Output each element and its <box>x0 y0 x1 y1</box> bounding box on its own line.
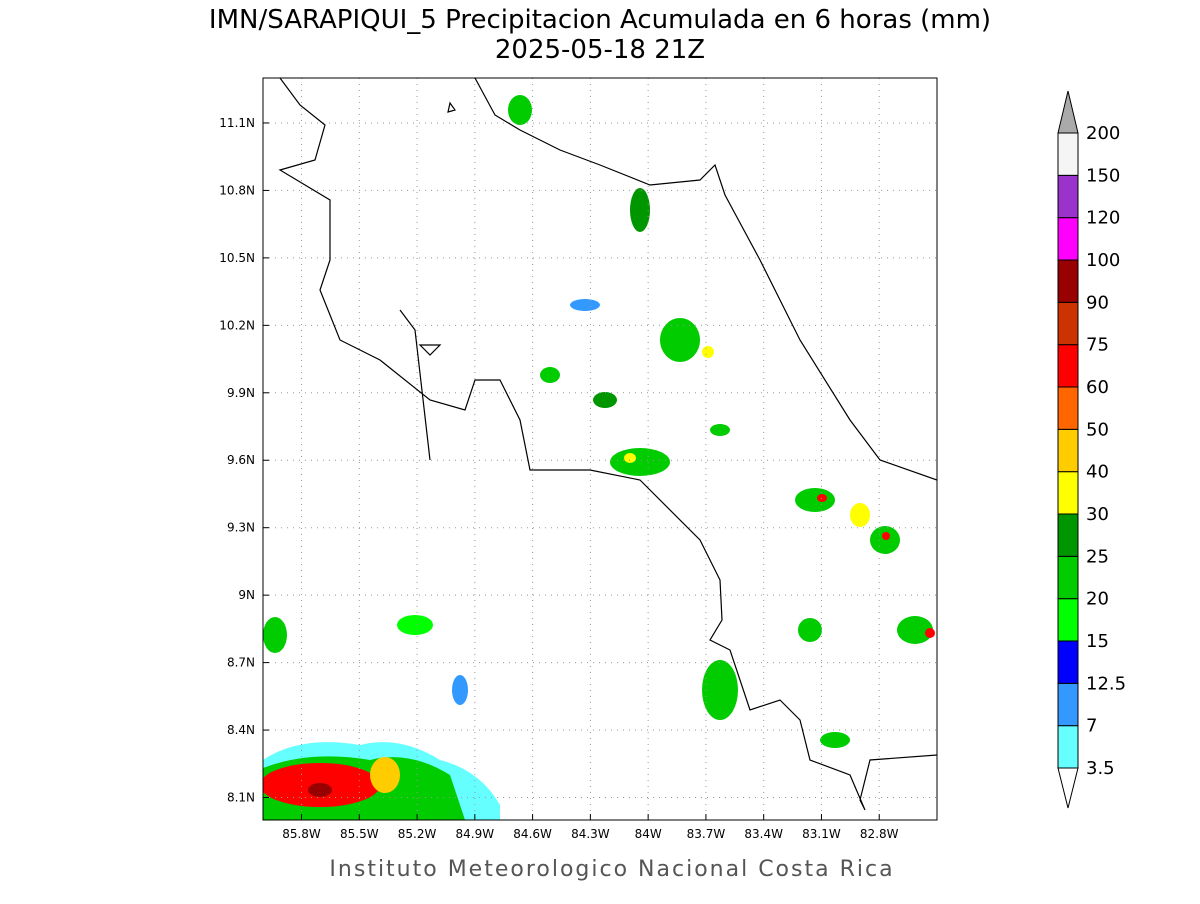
colorbar-swatch <box>1057 682 1079 727</box>
colorbar-swatch <box>1057 301 1079 346</box>
y-tick-label: 10.8N <box>219 183 255 197</box>
colorbar-label: 15 <box>1086 631 1109 652</box>
colorbar-under <box>1057 767 1079 809</box>
colorbar-label: 200 <box>1086 123 1120 144</box>
colorbar-label: 25 <box>1086 546 1109 567</box>
x-tick-label: 84.3W <box>571 827 610 841</box>
x-tick-label: 85.5W <box>340 827 379 841</box>
colorbar-swatch <box>1057 428 1079 473</box>
map-frame <box>262 77 938 821</box>
colorbar-label: 40 <box>1086 462 1109 483</box>
colorbar-label: 120 <box>1086 208 1120 229</box>
y-tick-label: 11.1N <box>219 116 255 130</box>
colorbar-label: 20 <box>1086 589 1109 610</box>
x-tick-label: 83.7W <box>687 827 726 841</box>
x-tick-label: 84.6W <box>513 827 552 841</box>
x-tick-label: 82.8W <box>860 827 899 841</box>
x-tick-label: 83.1W <box>802 827 841 841</box>
colorbar-swatch <box>1057 555 1079 600</box>
colorbar-label: 30 <box>1086 504 1109 525</box>
colorbar-swatch <box>1057 386 1079 430</box>
colorbar-label: 90 <box>1086 292 1109 313</box>
subtitle: 2025-05-18 21Z <box>495 35 705 65</box>
colorbar-swatch <box>1057 344 1079 388</box>
grid: 85.8W 85.5W 85.2W 84.9W 84.6W 84.3W 84W 83.7W 83… <box>219 78 937 841</box>
colorbar-label: 7 <box>1086 716 1097 737</box>
y-tick-label: 9.6N <box>227 453 255 467</box>
y-tick-label: 8.4N <box>227 723 255 737</box>
colorbar-label: 75 <box>1086 335 1109 356</box>
x-tick-label: 84W <box>635 827 662 841</box>
y-tick-label: 10.5N <box>219 251 255 265</box>
colorbar-swatch <box>1057 259 1079 303</box>
colorbar-swatch <box>1057 174 1079 219</box>
x-tick-label: 85.2W <box>398 827 437 841</box>
x-tick-label: 84.9W <box>456 827 495 841</box>
y-tick-label: 8.7N <box>227 656 255 670</box>
colorbar-label: 150 <box>1086 165 1120 186</box>
colorbar: 3.5 7 12.5 15 20 25 30 40 50 60 75 90 100 120 150 200 <box>1057 90 1126 809</box>
y-tick-label: 8.1N <box>227 791 255 805</box>
y-tick-label: 9.3N <box>227 521 255 535</box>
colorbar-swatch <box>1057 640 1079 684</box>
x-tick-label: 85.8W <box>282 827 321 841</box>
colorbar-label: 50 <box>1086 419 1109 440</box>
colorbar-label: 3.5 <box>1086 758 1115 779</box>
colorbar-label: 12.5 <box>1086 673 1126 694</box>
coastline <box>278 78 937 811</box>
colorbar-label: 60 <box>1086 377 1109 398</box>
colorbar-swatch <box>1057 132 1079 176</box>
footer: Instituto Meteorologico Nacional Costa R… <box>329 857 894 882</box>
colorbar-swatch <box>1057 725 1079 769</box>
colorbar-swatch <box>1057 471 1079 515</box>
title: IMN/SARAPIQUI_5 Precipitacion Acumulada … <box>209 5 991 35</box>
colorbar-swatch <box>1057 513 1079 557</box>
colorbar-label: 100 <box>1086 250 1120 271</box>
y-tick-label: 9.9N <box>227 386 255 400</box>
colorbar-swatch <box>1057 598 1079 642</box>
colorbar-over <box>1057 90 1079 134</box>
precipitation-field <box>263 95 935 820</box>
x-tick-label: 83.4W <box>744 827 783 841</box>
y-tick-label: 10.2N <box>219 318 255 332</box>
y-tick-label: 9N <box>238 588 255 602</box>
colorbar-swatch <box>1057 217 1079 261</box>
